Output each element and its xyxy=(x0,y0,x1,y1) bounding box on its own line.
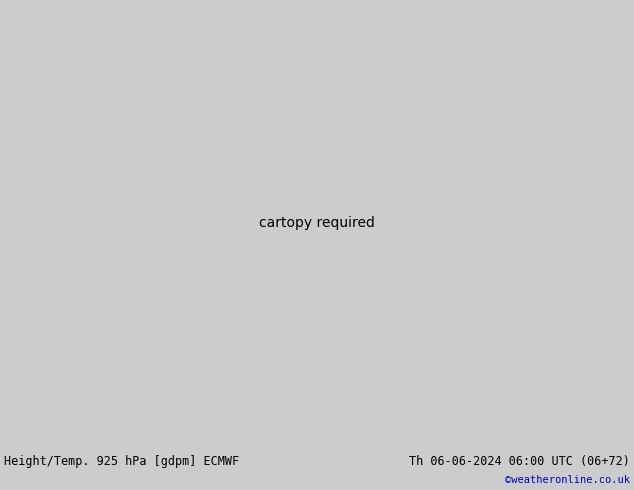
Text: ©weatheronline.co.uk: ©weatheronline.co.uk xyxy=(505,475,630,485)
Text: Th 06-06-2024 06:00 UTC (06+72): Th 06-06-2024 06:00 UTC (06+72) xyxy=(409,455,630,468)
Text: Height/Temp. 925 hPa [gdpm] ECMWF: Height/Temp. 925 hPa [gdpm] ECMWF xyxy=(4,455,239,468)
Text: cartopy required: cartopy required xyxy=(259,216,375,230)
